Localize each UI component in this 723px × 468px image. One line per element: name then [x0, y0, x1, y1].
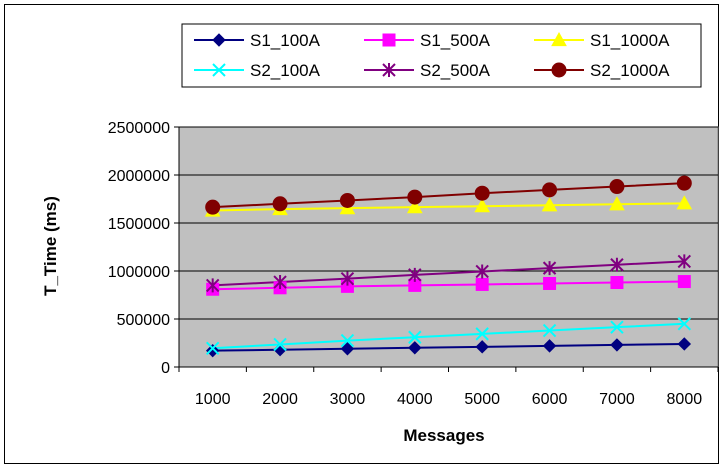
data-point — [542, 339, 557, 353]
data-point — [340, 271, 355, 286]
series-line — [212, 342, 685, 352]
legend-item: S2_1000A — [534, 61, 670, 80]
data-point — [677, 337, 692, 351]
legend-label: S2_100A — [250, 61, 321, 80]
data-point — [475, 340, 489, 354]
y-tick-label: 1500000 — [108, 216, 170, 233]
data-point — [610, 257, 624, 272]
legend-marker — [212, 33, 226, 47]
data-point — [406, 199, 423, 214]
x-axis-title: Messages — [403, 426, 484, 445]
series-line — [212, 182, 685, 209]
data-point — [677, 317, 692, 331]
legend: S1_100A S1_500A S1_1000A S2_100A S2_500A S2_1… — [181, 23, 702, 88]
gridlines — [179, 126, 718, 320]
data-point — [543, 276, 557, 290]
y-tick-label: 2500000 — [108, 120, 170, 137]
x-axis-ticks: 1000 2000 3000 4000 5000 6000 7000 8000 — [178, 367, 719, 408]
data-point — [340, 333, 355, 348]
series-line — [212, 280, 685, 291]
legend-marker — [212, 63, 226, 77]
data-point — [609, 179, 625, 195]
data-point — [408, 341, 422, 355]
data-point — [340, 342, 355, 356]
legend-box — [181, 23, 702, 88]
x-tick-label: 8000 — [667, 391, 703, 408]
legend-marker — [551, 62, 567, 78]
data-point — [205, 341, 220, 355]
data-point — [677, 275, 691, 289]
data-point — [610, 338, 624, 352]
legend-marker — [551, 31, 567, 47]
data-point — [676, 175, 692, 191]
data-point — [205, 278, 220, 293]
x-tick-label: 6000 — [532, 391, 568, 408]
y-tick-label: 0 — [161, 360, 170, 377]
legend-label: S1_100A — [250, 31, 321, 50]
x-tick-label: 4000 — [397, 391, 433, 408]
data-point — [676, 195, 693, 210]
data-point — [205, 199, 221, 215]
data-point — [610, 276, 624, 290]
x-tick-label: 5000 — [464, 391, 500, 408]
data-point — [475, 327, 489, 341]
x-tick-label: 7000 — [599, 391, 635, 408]
data-point — [407, 189, 423, 205]
data-point — [542, 261, 557, 276]
legend-item: S2_500A — [364, 61, 491, 80]
x-tick-label: 2000 — [262, 391, 298, 408]
series-line — [212, 202, 685, 212]
series-lines — [212, 182, 685, 352]
legend-item: S1_1000A — [534, 31, 670, 50]
data-point — [610, 320, 624, 334]
series-line — [212, 260, 685, 287]
data-point — [272, 196, 288, 212]
legend-marker — [382, 33, 396, 47]
data-point — [475, 264, 489, 279]
data-point — [475, 277, 489, 291]
x-tick-label: 3000 — [330, 391, 366, 408]
series-line — [212, 322, 685, 350]
data-point — [542, 323, 557, 338]
data-point — [474, 198, 491, 213]
x-tick-label: 1000 — [195, 391, 231, 408]
legend-label: S2_500A — [420, 61, 491, 80]
y-axis-title: T_Time (ms) — [41, 196, 60, 296]
data-point — [339, 192, 355, 208]
data-point — [205, 343, 220, 358]
legend-label: S1_500A — [420, 31, 491, 50]
data-point — [408, 330, 422, 344]
y-axis-ticks: 0 500000 1000000 1500000 2000000 2500000 — [108, 120, 179, 377]
data-point — [273, 275, 287, 290]
y-tick-label: 1000000 — [108, 264, 170, 281]
legend-item: S1_500A — [364, 31, 491, 50]
data-point — [542, 182, 558, 198]
legend-label: S2_1000A — [590, 61, 670, 80]
data-point — [609, 196, 625, 211]
data-point — [408, 267, 422, 282]
legend-marker — [382, 63, 396, 77]
legend-label: S1_1000A — [590, 31, 670, 50]
series-markers — [204, 175, 693, 358]
data-point — [677, 254, 692, 269]
data-point — [273, 337, 287, 352]
y-tick-label: 500000 — [117, 312, 170, 329]
data-point — [541, 197, 558, 212]
plot-area — [178, 126, 719, 368]
legend-item: S2_100A — [194, 61, 321, 80]
data-point — [474, 185, 490, 201]
legend-item: S1_100A — [194, 31, 321, 50]
y-tick-label: 2000000 — [108, 168, 170, 185]
